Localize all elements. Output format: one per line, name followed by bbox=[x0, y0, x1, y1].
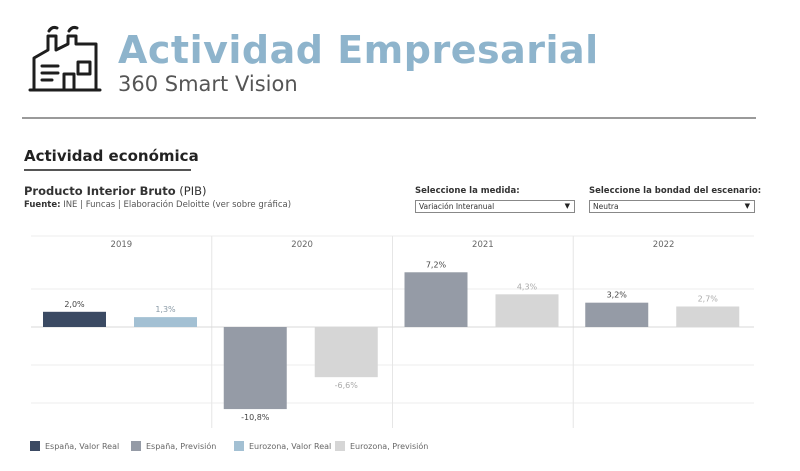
measure-label: Seleccione la medida: bbox=[415, 186, 520, 196]
factory-icon bbox=[28, 25, 102, 92]
source-text: INE | Funcas | Elaboración Deloitte (ver… bbox=[63, 200, 292, 210]
chart-source: Fuente: INE | Funcas | Elaboración Deloi… bbox=[24, 200, 291, 210]
chart-title-main: Producto Interior Bruto bbox=[24, 184, 176, 198]
bar bbox=[314, 327, 378, 378]
data-label: -6,6% bbox=[335, 381, 359, 390]
legend-label: Eurozona, Previsión bbox=[350, 442, 429, 451]
chart-title: Producto Interior Bruto (PIB) bbox=[24, 184, 206, 198]
legend-swatch bbox=[131, 441, 141, 451]
bar bbox=[585, 302, 649, 327]
bar bbox=[223, 327, 287, 410]
chart-title-suffix: (PIB) bbox=[179, 184, 207, 198]
data-label: -10,8% bbox=[241, 413, 270, 422]
bar bbox=[43, 311, 106, 327]
category-label: 2022 bbox=[653, 240, 675, 250]
bar bbox=[495, 294, 559, 327]
data-label: 4,3% bbox=[517, 282, 538, 291]
legend-swatch bbox=[30, 441, 40, 451]
app-title: Actividad Empresarial bbox=[118, 28, 599, 72]
bar bbox=[676, 306, 740, 327]
bar bbox=[404, 272, 468, 327]
scenario-select[interactable]: Neutra ▼ bbox=[589, 200, 755, 213]
source-label: Fuente: bbox=[24, 200, 61, 210]
measure-select-value: Variación Interanual bbox=[419, 202, 495, 211]
measure-select[interactable]: Variación Interanual ▼ bbox=[415, 200, 575, 213]
scenario-label: Seleccione la bondad del escenario: bbox=[589, 186, 762, 196]
app-subtitle: 360 Smart Vision bbox=[118, 72, 298, 96]
legend-label: Eurozona, Valor Real bbox=[249, 442, 332, 451]
data-label: 2,7% bbox=[698, 294, 719, 303]
legend-label: España, Previsión bbox=[146, 442, 217, 451]
scenario-select-value: Neutra bbox=[593, 202, 619, 211]
legend-swatch bbox=[335, 441, 345, 451]
bar bbox=[134, 317, 197, 327]
category-label: 2019 bbox=[111, 240, 133, 250]
header-divider bbox=[22, 117, 756, 119]
chevron-down-icon: ▼ bbox=[744, 202, 750, 210]
data-label: 3,2% bbox=[607, 291, 628, 300]
section-title: Actividad económica bbox=[24, 147, 199, 165]
section-underline bbox=[24, 169, 191, 171]
legend-swatch bbox=[234, 441, 244, 451]
legend-label: España, Valor Real bbox=[45, 442, 120, 451]
chevron-down-icon: ▼ bbox=[564, 202, 570, 210]
data-label: 1,3% bbox=[155, 305, 176, 314]
data-label: 7,2% bbox=[426, 260, 447, 269]
data-label: 2,0% bbox=[64, 300, 85, 309]
category-label: 2021 bbox=[472, 240, 494, 250]
category-label: 2020 bbox=[291, 240, 313, 250]
